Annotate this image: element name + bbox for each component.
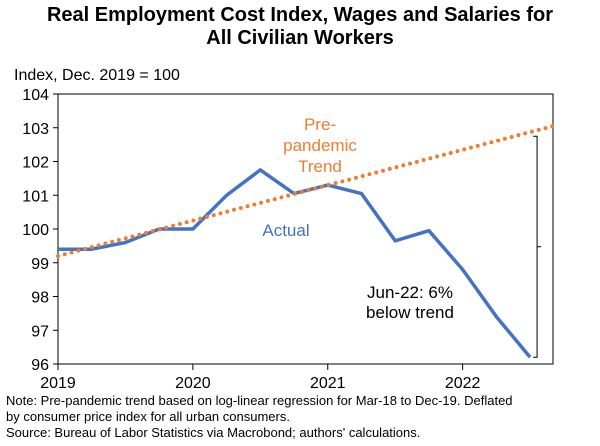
note-line-1: Note: Pre-pandemic trend based on log-li… [6, 393, 513, 408]
x-tick-label: 2022 [445, 375, 481, 392]
y-tick-label: 97 [31, 323, 49, 340]
trend-label-line: Trend [298, 157, 342, 176]
chart-title-line-2: All Civilian Workers [206, 27, 394, 49]
x-tick-label: 2019 [40, 375, 76, 392]
y-axis: 96 97 98 99 100 101 102 103 104 [22, 87, 58, 374]
gap-label-line: below trend [366, 303, 454, 322]
gap-bracket [533, 135, 542, 358]
y-tick-label: 96 [31, 357, 49, 374]
x-tick-label: 2020 [175, 375, 211, 392]
note-line-2: by consumer price index for all urban co… [6, 409, 290, 424]
y-tick-label: 102 [22, 155, 49, 172]
source-line: Source: Bureau of Labor Statistics via M… [6, 425, 421, 440]
gap-label-line: Jun-22: 6% [367, 283, 453, 302]
annotation-layer: Actual Pre-pandemic Trend Jun-22: 6%below t… [262, 115, 542, 358]
chart-title: Real Employment Cost Index, Wages and Sa… [0, 4, 600, 50]
y-tick-label: 101 [22, 188, 49, 205]
x-axis: 2019 2020 2021 2022 [40, 364, 481, 392]
y-tick-label: 98 [31, 290, 49, 307]
y-tick-label: 104 [22, 87, 49, 104]
x-tick-label: 2021 [310, 375, 346, 392]
y-axis-title: Index, Dec. 2019 = 100 [14, 67, 180, 84]
trend-series-line [56, 124, 555, 258]
series-layer [56, 124, 555, 359]
y-tick-label: 99 [31, 256, 49, 273]
actual-label: Actual [262, 221, 309, 240]
actual-series-line [58, 168, 532, 359]
y-tick-label: 100 [22, 222, 49, 239]
trend-label-line: pandemic [283, 136, 357, 155]
chart-notes: Note: Pre-pandemic trend based on log-li… [6, 393, 513, 441]
trend-label-line: Pre- [304, 115, 336, 134]
y-tick-label: 103 [22, 121, 49, 138]
chart-title-line-1: Real Employment Cost Index, Wages and Sa… [46, 4, 554, 26]
